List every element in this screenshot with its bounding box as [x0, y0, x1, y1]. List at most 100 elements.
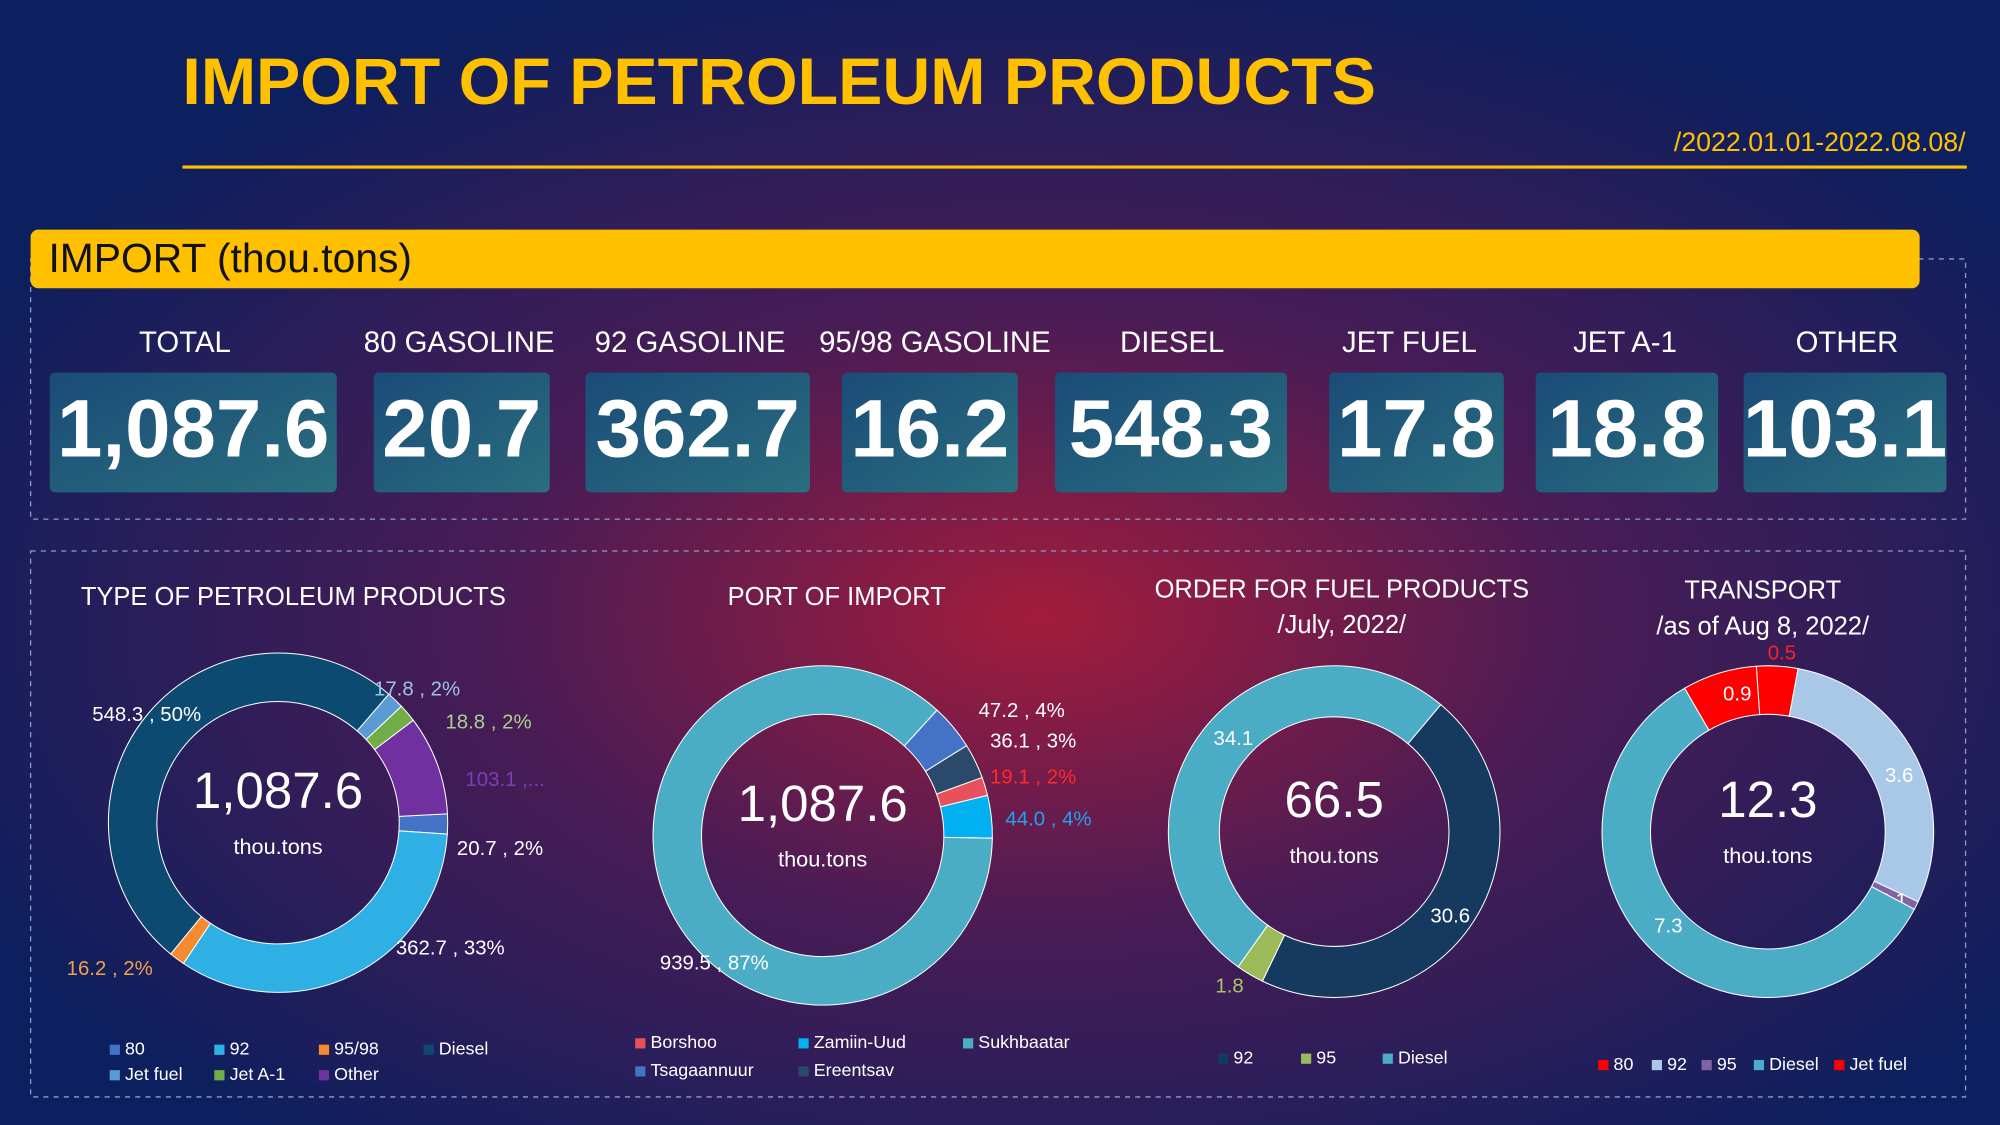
donut-segment: [652, 665, 993, 1006]
data-label: 0.9: [1723, 684, 1751, 706]
legend-swatch: [1598, 1059, 1609, 1071]
data-label: 3.6: [1885, 765, 1913, 787]
data-label: 362.7 , 33%: [396, 937, 505, 959]
chart-title: TRANSPORT: [1684, 577, 1841, 605]
period: /2022.01.01-2022.08.08/: [1674, 127, 1966, 157]
legend-swatch: [1382, 1053, 1393, 1064]
kpi-label: TOTAL: [139, 326, 231, 359]
chart-subtitle: /July, 2022/: [1278, 611, 1407, 639]
legend-swatch: [1301, 1053, 1312, 1064]
data-label: 7.3: [1654, 916, 1682, 938]
data-label: 1.8: [1215, 976, 1243, 998]
legend-swatch: [963, 1038, 974, 1049]
chart-title: TYPE OF PETROLEUM PRODUCTS: [81, 583, 506, 611]
kpi-box: [49, 372, 337, 493]
legend-label: Borshoo: [651, 1032, 718, 1052]
legend-label: Tsagaannuur: [651, 1060, 754, 1080]
legend-swatch: [1218, 1053, 1229, 1064]
legend-swatch: [318, 1044, 330, 1055]
data-label: 103.1 ,...: [465, 769, 544, 791]
center-unit: thou.tons: [233, 834, 322, 859]
donut-segment: [924, 744, 983, 795]
legend-swatch: [1651, 1059, 1662, 1071]
legend-label: 92: [1667, 1054, 1687, 1074]
kpi-value: 17.8: [1337, 384, 1496, 475]
kpi-value: 103.1: [1743, 384, 1947, 475]
legend-swatch: [1753, 1059, 1765, 1071]
kpi-box: [1054, 372, 1287, 493]
charts-frame: [29, 550, 1967, 1098]
chart-subtitle: /as of Aug 8, 2022/: [1656, 612, 1870, 640]
donut-segment: [1601, 687, 1916, 998]
kpi-value: 548.3: [1069, 384, 1273, 475]
kpi-value: 362.7: [596, 384, 800, 475]
donut-chart: ORDER FOR FUEL PRODUCTS/July, 2022/30.6 9…: [1155, 575, 1530, 1067]
legend-swatch: [318, 1070, 330, 1081]
kpi-label: JET FUEL: [1342, 326, 1477, 359]
donut-segment: [373, 719, 449, 817]
legend-swatch: [214, 1044, 225, 1055]
kpi-box: [1743, 372, 1947, 493]
kpi-value: 1,087.6: [57, 384, 329, 475]
kpi-label: 80 GASOLINE: [364, 326, 555, 359]
kpi-box: [373, 372, 550, 493]
legend-label: 95: [1717, 1054, 1737, 1074]
legend-label: Zamiin-Uud: [814, 1032, 906, 1052]
legend-swatch: [798, 1038, 809, 1049]
legend-label: Ereentsav: [814, 1060, 894, 1080]
kpi-box: [1535, 372, 1719, 493]
kpi-label: OTHER: [1796, 326, 1899, 359]
data-label: 939.5 , 87%: [660, 953, 769, 975]
legend-label: Diesel: [1398, 1047, 1448, 1067]
donut-segment: [1788, 668, 1935, 903]
section-bar: [30, 229, 1920, 289]
donut-segment: [107, 652, 390, 955]
legend-label: 92: [230, 1038, 250, 1058]
data-label: 0.5: [1768, 643, 1796, 665]
legend-swatch: [423, 1044, 434, 1055]
section-title: IMPORT (thou.tons): [48, 235, 412, 281]
donut-segment: [1167, 665, 1442, 968]
kpi-frame: [29, 258, 1967, 520]
kpi-value: 18.8: [1547, 384, 1706, 475]
page-title: IMPORT OF PETROLEUM PRODUCTS: [182, 45, 1376, 119]
chart-title: ORDER FOR FUEL PRODUCTS: [1155, 575, 1530, 603]
legend-label: Sukhbaatar: [978, 1032, 1069, 1052]
legend-label: 80: [125, 1038, 145, 1058]
legend-label: Diesel: [439, 1038, 489, 1058]
kpi-label: 92 GASOLINE: [595, 326, 786, 359]
data-label: 36.1 , 3%: [990, 731, 1076, 753]
center-value: 12.3: [1718, 771, 1817, 828]
legend-label: Jet A-1: [230, 1064, 286, 1084]
center-value: 66.5: [1285, 771, 1384, 828]
data-label: 16.2 , 2%: [67, 958, 153, 980]
legend-label: Jet fuel: [1849, 1054, 1907, 1074]
center-unit: thou.tons: [778, 847, 867, 872]
legend-label: 92: [1233, 1047, 1253, 1067]
legend-label: Other: [334, 1064, 379, 1084]
data-label: 17.8 , 2%: [374, 678, 460, 700]
legend-swatch: [1834, 1059, 1845, 1071]
legend-label: 95: [1316, 1047, 1336, 1067]
center-value: 1,087.6: [193, 762, 363, 819]
kpi-box: [585, 372, 810, 493]
data-label: 34.1: [1214, 728, 1254, 750]
legend-label: 95/98: [334, 1038, 379, 1058]
donut-segment: [1261, 703, 1501, 998]
data-label: 548.3 , 50%: [92, 704, 201, 726]
charts: TYPE OF PETROLEUM PRODUCTS 20.7 , 2% 80 362…: [67, 575, 1935, 1084]
kpi-value: 16.2: [850, 384, 1009, 475]
legend-swatch: [109, 1070, 120, 1081]
kpi-label: DIESEL: [1120, 326, 1224, 359]
center-unit: thou.tons: [1723, 843, 1812, 868]
legend-swatch: [109, 1044, 120, 1055]
data-label: 20.7 , 2%: [457, 838, 543, 860]
center-unit: thou.tons: [1290, 843, 1379, 868]
data-label: 47.2 , 4%: [979, 700, 1065, 722]
legend-swatch: [635, 1038, 646, 1049]
donut-segment: [182, 830, 448, 993]
legend-swatch: [214, 1070, 225, 1081]
legend-label: Jet fuel: [125, 1064, 183, 1084]
kpi-value: 20.7: [382, 384, 541, 475]
